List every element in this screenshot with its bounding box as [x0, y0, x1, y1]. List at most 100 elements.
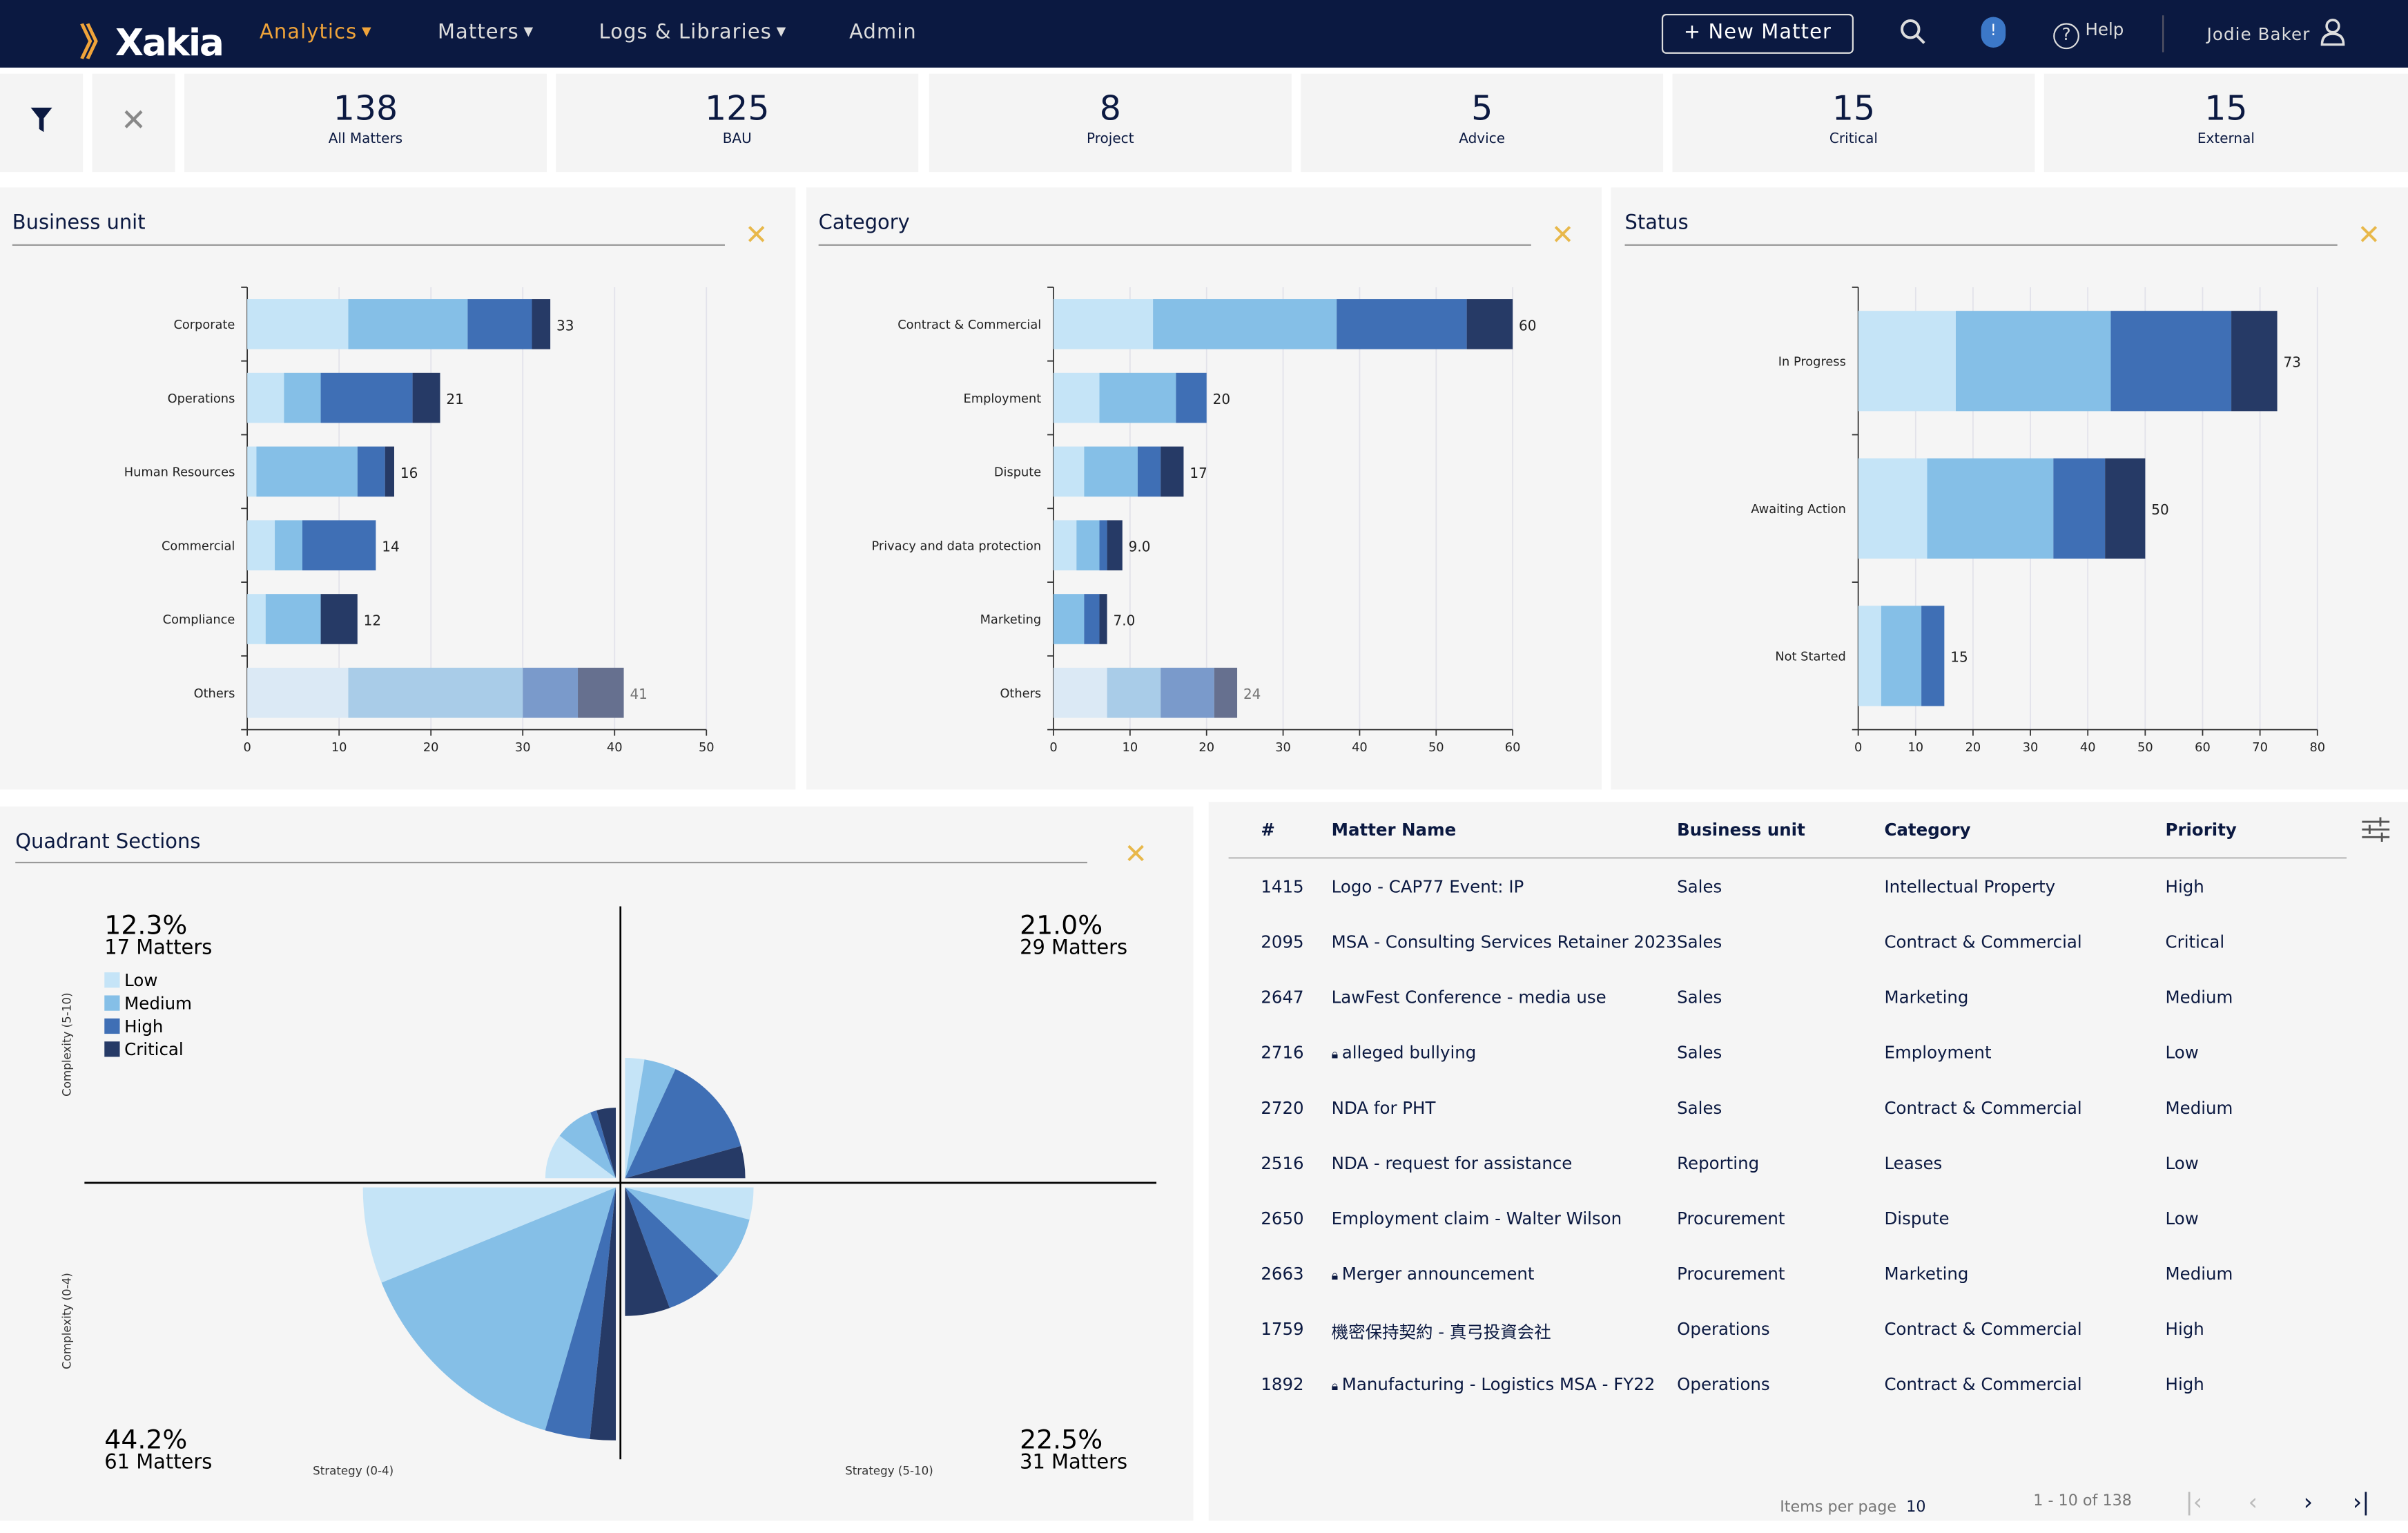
bar-critical-marketing[interactable] [1099, 594, 1107, 644]
wedge-tl-low[interactable] [545, 1135, 616, 1179]
bar-low-others[interactable] [1054, 667, 1107, 718]
notifications-bell-icon[interactable]: ! [1981, 17, 2006, 48]
stat-card-all-matters[interactable]: 138 All Matters [184, 73, 547, 173]
bar-medium-corporate[interactable] [348, 299, 468, 349]
stat-card-advice[interactable]: 5 Advice [1301, 73, 1664, 173]
column-header-business-unit[interactable]: Business unit [1677, 820, 1805, 840]
cell-matter-name[interactable]: 🔒︎ alleged bullying [1332, 1043, 1477, 1063]
column-header-category[interactable]: Category [1884, 820, 1971, 840]
bar-high-privacy-and-data-protection[interactable] [1099, 520, 1107, 571]
bar-medium-awaiting-action[interactable] [1927, 458, 2054, 559]
bar-low-others[interactable] [247, 667, 349, 718]
cell-matter-name[interactable]: NDA for PHT [1332, 1099, 1436, 1119]
cell-matter-name[interactable]: NDA - request for assistance [1332, 1154, 1573, 1174]
bar-medium-compliance[interactable] [265, 594, 321, 644]
bar-high-employment[interactable] [1176, 372, 1207, 423]
column-header-id[interactable]: # [1261, 820, 1275, 840]
bar-high-dispute[interactable] [1137, 446, 1161, 497]
bar-high-human-resources[interactable] [357, 446, 385, 497]
prev-page-icon[interactable]: ‹ [2248, 1488, 2258, 1516]
bar-high-others[interactable] [523, 667, 579, 718]
bar-medium-others[interactable] [1107, 667, 1161, 718]
bar-low-contract-commercial[interactable] [1054, 299, 1154, 349]
cell-matter-name[interactable]: Employment claim - Walter Wilson [1332, 1209, 1622, 1229]
bar-high-operations[interactable] [320, 372, 413, 423]
wedge-br-low[interactable] [625, 1187, 754, 1220]
nav-logs-libraries[interactable]: Logs & Libraries ▼ [599, 21, 787, 44]
search-icon[interactable] [1900, 19, 1926, 51]
nav-admin[interactable]: Admin [849, 21, 917, 44]
cell-matter-name[interactable]: Logo - CAP77 Event: IP [1332, 877, 1524, 897]
bar-medium-contract-commercial[interactable] [1153, 299, 1337, 349]
wedge-tl-medium[interactable] [559, 1112, 616, 1179]
bar-critical-operations[interactable] [412, 372, 440, 423]
bar-high-others[interactable] [1161, 667, 1214, 718]
user-icon[interactable] [2320, 19, 2345, 52]
wedge-bl-low[interactable] [362, 1187, 616, 1283]
stat-card-external[interactable]: 15 External [2043, 73, 2408, 173]
bar-medium-operations[interactable] [284, 372, 321, 423]
bar-low-dispute[interactable] [1054, 446, 1085, 497]
bar-low-compliance[interactable] [247, 594, 266, 644]
bar-high-marketing[interactable] [1084, 594, 1100, 644]
new-matter-button[interactable]: + New Matter [1661, 14, 1854, 54]
bar-low-employment[interactable] [1054, 372, 1100, 423]
close-icon[interactable]: ✕ [1551, 220, 1575, 252]
user-menu[interactable]: Jodie Baker [2207, 25, 2311, 45]
bar-low-commercial[interactable] [247, 520, 275, 571]
cell-matter-name[interactable]: LawFest Conference - media use [1332, 987, 1606, 1007]
xakia-logo[interactable]: 》Xakia [79, 21, 224, 65]
bar-medium-commercial[interactable] [275, 520, 302, 571]
nav-analytics[interactable]: Analytics ▼ [260, 21, 372, 44]
column-header-priority[interactable]: Priority [2165, 820, 2237, 840]
items-per-page-select[interactable]: 10 [1906, 1499, 1926, 1516]
wedge-tr-high[interactable] [625, 1069, 741, 1179]
bar-high-commercial[interactable] [302, 520, 376, 571]
bar-high-in-progress[interactable] [2110, 311, 2232, 412]
bar-critical-compliance[interactable] [320, 594, 358, 644]
wedge-tl-critical[interactable] [596, 1108, 616, 1179]
bar-medium-privacy-and-data-protection[interactable] [1076, 520, 1100, 571]
cell-matter-name[interactable]: 🔒︎ Manufacturing - Logistics MSA - FY22 [1332, 1375, 1656, 1395]
close-icon[interactable]: ✕ [2357, 220, 2381, 252]
wedge-br-high[interactable] [625, 1187, 719, 1309]
wedge-bl-medium[interactable] [381, 1187, 616, 1431]
bar-high-corporate[interactable] [467, 299, 532, 349]
wedge-tl-high[interactable] [590, 1110, 616, 1179]
bar-critical-others[interactable] [1214, 667, 1238, 718]
cell-matter-name[interactable]: 🔒︎ Merger announcement [1332, 1264, 1535, 1284]
bar-medium-dispute[interactable] [1084, 446, 1138, 497]
bar-medium-human-resources[interactable] [256, 446, 358, 497]
wedge-bl-critical[interactable] [590, 1187, 616, 1440]
close-icon[interactable]: ✕ [744, 220, 768, 252]
bar-critical-privacy-and-data-protection[interactable] [1107, 520, 1123, 571]
column-header-matter-name[interactable]: Matter Name [1331, 820, 1457, 840]
bar-critical-awaiting-action[interactable] [2105, 458, 2146, 559]
bar-high-not-started[interactable] [1921, 606, 1945, 706]
cell-matter-name[interactable]: 機密保持契約 - 真弓投資会社 [1332, 1320, 1551, 1344]
bar-medium-others[interactable] [348, 667, 523, 718]
stat-card-project[interactable]: 8 Project [929, 73, 1292, 173]
bar-high-awaiting-action[interactable] [2053, 458, 2106, 559]
bar-medium-not-started[interactable] [1881, 606, 1922, 706]
bar-low-in-progress[interactable] [1858, 311, 1956, 412]
wedge-br-critical[interactable] [625, 1187, 670, 1316]
bar-critical-others[interactable] [578, 667, 624, 718]
bar-low-privacy-and-data-protection[interactable] [1054, 520, 1077, 571]
close-icon[interactable]: ✕ [1124, 838, 1147, 871]
bar-high-contract-commercial[interactable] [1337, 299, 1467, 349]
bar-medium-marketing[interactable] [1054, 594, 1085, 644]
wedge-tr-low[interactable] [625, 1058, 645, 1179]
wedge-tr-critical[interactable] [625, 1146, 746, 1179]
bar-low-awaiting-action[interactable] [1858, 458, 1928, 559]
help-button[interactable]: ? Help [2053, 20, 2124, 50]
first-page-icon[interactable]: |‹ [2185, 1488, 2203, 1516]
cell-matter-name[interactable]: MSA - Consulting Services Retainer 2023 [1332, 932, 1677, 952]
wedge-bl-high[interactable] [545, 1187, 616, 1439]
bar-medium-in-progress[interactable] [1955, 311, 2111, 412]
bar-critical-dispute[interactable] [1161, 446, 1184, 497]
bar-low-human-resources[interactable] [247, 446, 257, 497]
filter-button[interactable] [0, 73, 84, 173]
stat-card-critical[interactable]: 15 Critical [1672, 73, 2035, 173]
bar-medium-employment[interactable] [1099, 372, 1176, 423]
